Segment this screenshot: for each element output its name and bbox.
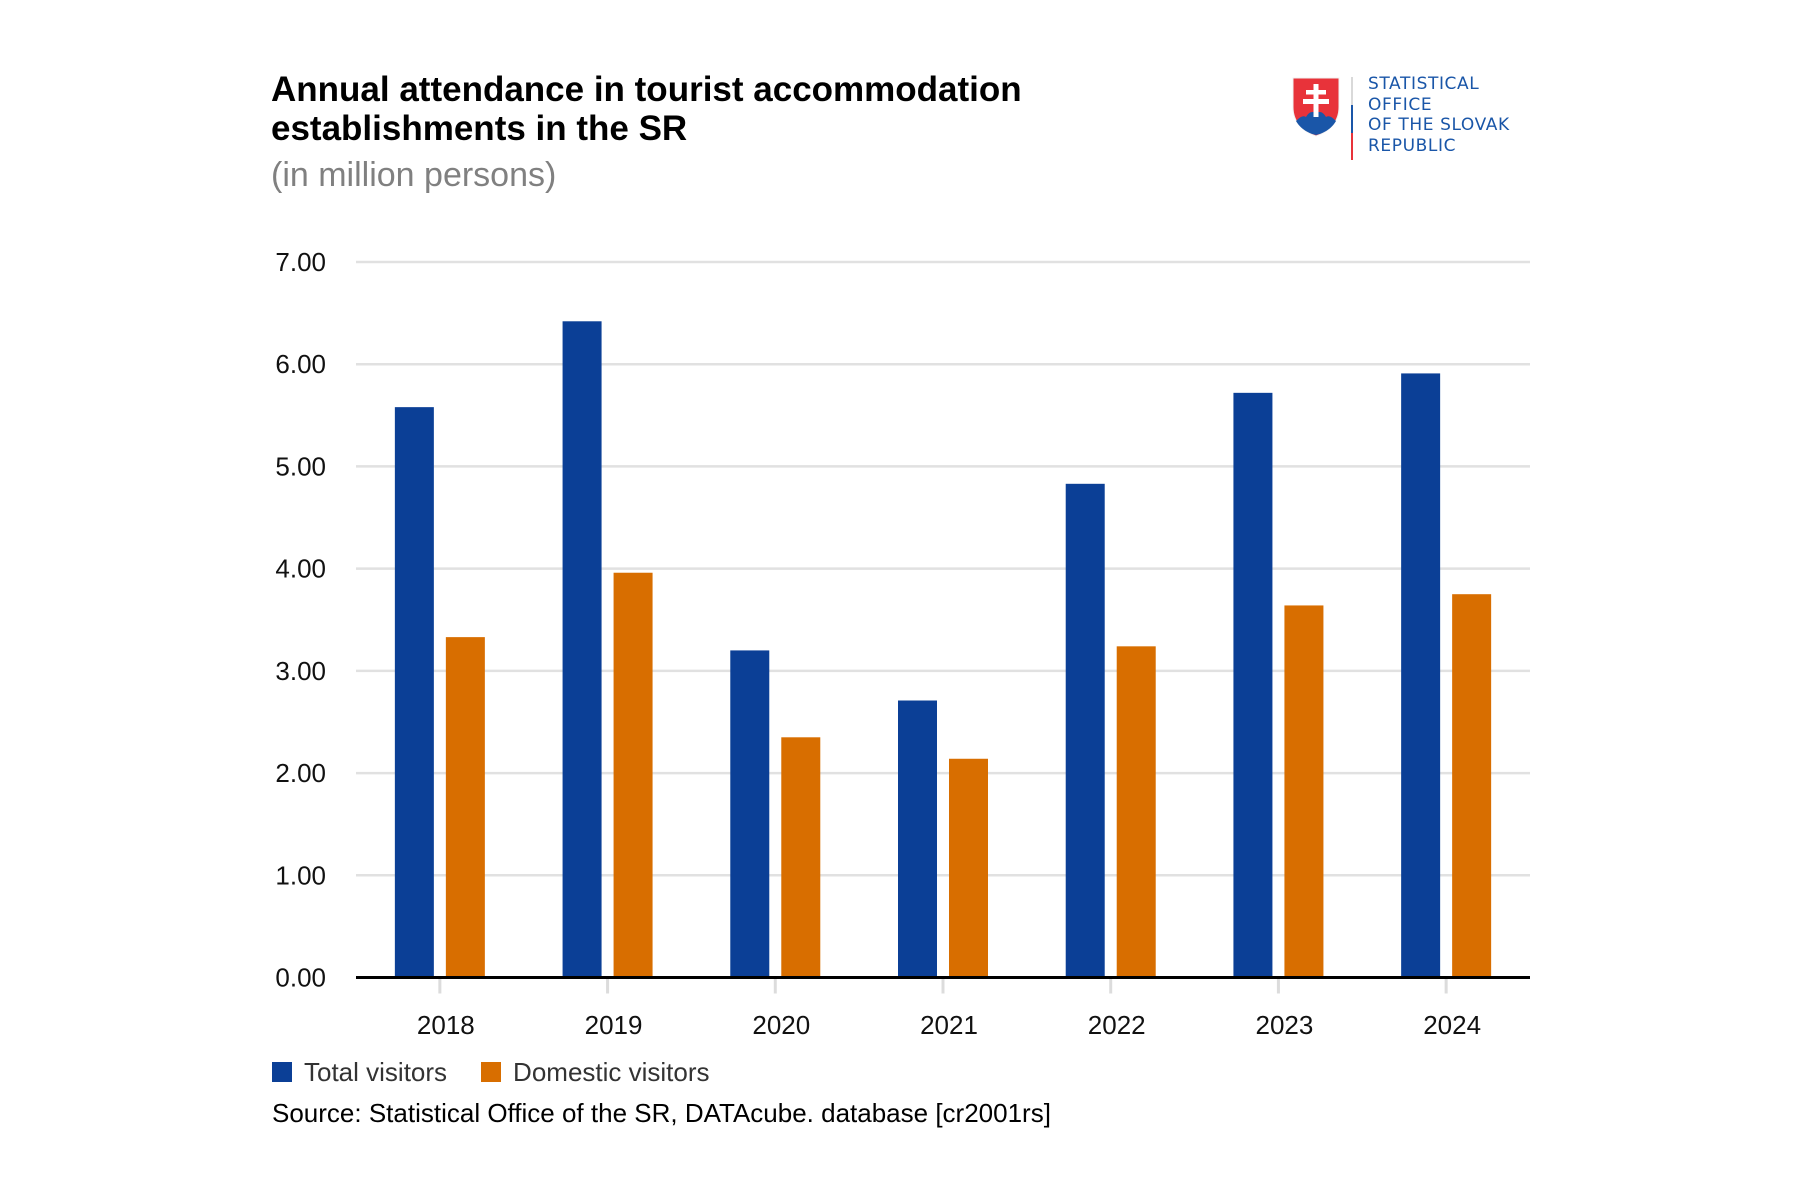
logo-text-line: STATISTICAL xyxy=(1368,74,1480,94)
chart-title-line-1: Annual attendance in tourist accommodati… xyxy=(271,70,1022,109)
slovak-coat-of-arms-icon xyxy=(1292,77,1340,137)
logo-text-line: OF THE SLOVAK xyxy=(1368,115,1510,135)
bar-domestic-visitors-2024 xyxy=(1452,594,1492,978)
x-tick-label: 2021 xyxy=(920,1010,978,1040)
bar-total-visitors-2022 xyxy=(1065,483,1105,978)
x-tick-label: 2020 xyxy=(752,1010,810,1040)
y-tick-label: 0.00 xyxy=(275,963,326,993)
bar-total-visitors-2021 xyxy=(898,700,937,978)
legend-swatch-total-visitors xyxy=(272,1062,292,1082)
y-axis-tick-labels: 0.00 1.00 2.00 3.00 4.00 5.00 6.00 7.00 xyxy=(275,247,326,993)
x-tick-label: 2018 xyxy=(417,1010,475,1040)
bar-domestic-visitors-2018 xyxy=(445,637,485,978)
bar-domestic-visitors-2020 xyxy=(781,737,821,978)
legend: Total visitors Domestic visitors xyxy=(272,1056,744,1088)
logo-divider xyxy=(1351,77,1353,160)
bar-domestic-visitors-2021 xyxy=(949,758,988,978)
chart-title-line-2: establishments in the SR xyxy=(271,109,688,148)
bar-total-visitors-2019 xyxy=(562,321,602,978)
y-tick-label: 7.00 xyxy=(275,247,326,277)
y-tick-label: 5.00 xyxy=(275,451,326,481)
y-tick-label: 1.00 xyxy=(275,860,326,890)
x-tick-label: 2019 xyxy=(585,1010,643,1040)
legend-item-domestic-visitors: Domestic visitors xyxy=(481,1056,710,1088)
source-note: Source: Statistical Office of the SR, DA… xyxy=(272,1098,1051,1128)
bars xyxy=(394,321,1492,978)
y-tick-label: 3.00 xyxy=(275,656,326,686)
x-axis-tick-labels: 2018 2019 2020 2021 2022 2023 2024 xyxy=(417,1010,1481,1040)
x-tick-label: 2022 xyxy=(1088,1010,1146,1040)
bar-domestic-visitors-2019 xyxy=(613,572,653,978)
bar-domestic-visitors-2023 xyxy=(1284,605,1324,978)
y-tick-label: 4.00 xyxy=(275,554,326,584)
chart-title: Annual attendance in tourist accommodati… xyxy=(271,70,1022,148)
logo-text-line: OFFICE xyxy=(1368,94,1433,115)
bar-total-visitors-2020 xyxy=(730,650,770,978)
statistical-office-logo: STATISTICAL OFFICE OF THE SLOVAK REPUBLI… xyxy=(1290,74,1550,164)
gridlines xyxy=(356,260,1530,877)
legend-item-total-visitors: Total visitors xyxy=(272,1057,447,1088)
bar-total-visitors-2024 xyxy=(1401,373,1441,978)
y-tick-label: 2.00 xyxy=(275,758,326,788)
legend-label-domestic-visitors: Domestic visitors xyxy=(513,1056,710,1087)
y-tick-label: 6.00 xyxy=(275,349,326,379)
x-axis xyxy=(356,976,1530,994)
bar-total-visitors-2023 xyxy=(1233,392,1273,978)
bar-total-visitors-2018 xyxy=(394,407,434,978)
x-tick-label: 2023 xyxy=(1256,1010,1314,1040)
x-tick-label: 2024 xyxy=(1423,1010,1481,1040)
chart-subtitle: (in million persons) xyxy=(271,156,557,194)
legend-swatch-domestic-visitors xyxy=(481,1062,502,1082)
logo-text-line: REPUBLIC xyxy=(1368,135,1457,156)
bar-domestic-visitors-2022 xyxy=(1116,646,1156,978)
legend-label-total-visitors: Total visitors xyxy=(304,1056,448,1087)
logo-text: STATISTICAL OFFICE OF THE SLOVAK REPUBLI… xyxy=(1368,74,1510,156)
